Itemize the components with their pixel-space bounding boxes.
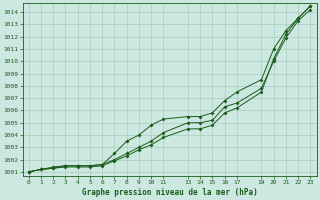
- X-axis label: Graphe pression niveau de la mer (hPa): Graphe pression niveau de la mer (hPa): [82, 188, 258, 197]
